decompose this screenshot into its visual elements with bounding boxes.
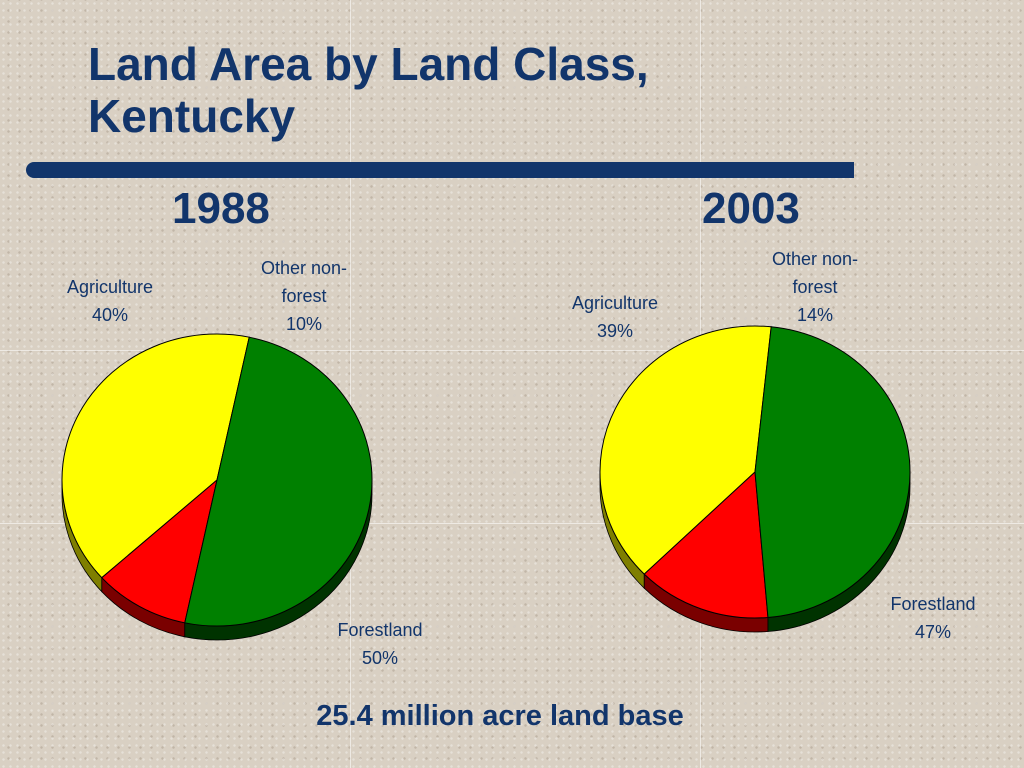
pie-1988-label-other-non-forest: Other non- forest 10% bbox=[260, 258, 348, 334]
pie-1988-label-forestland: Forestland 50% bbox=[337, 620, 423, 668]
slide-title-line-1: Land Area by Land Class, bbox=[88, 38, 649, 90]
pie-2003-label-agriculture: Agriculture 39% bbox=[571, 293, 659, 341]
background-gridline bbox=[0, 350, 1024, 351]
background-gridline bbox=[350, 0, 351, 768]
land-base-footnote: 25.4 million acre land base bbox=[316, 700, 684, 732]
pie-title-2003: 2003 bbox=[702, 184, 800, 233]
pie-1988-label-agriculture: Agriculture 40% bbox=[66, 277, 154, 325]
pie-title-1988: 1988 bbox=[172, 184, 270, 233]
pie-1988-slice-other-non-forest bbox=[101, 478, 218, 624]
pie-2003-slice-forestland bbox=[754, 326, 911, 619]
slide-title-line-2: Kentucky bbox=[88, 90, 296, 142]
title-divider bbox=[26, 162, 854, 178]
pie-1988-slice-agriculture bbox=[61, 333, 250, 579]
pie-2003-slice-agriculture bbox=[599, 325, 772, 575]
pie-2003-label-other-non-forest: Other non- forest 14% bbox=[771, 249, 859, 325]
slide-title: Land Area by Land Class, Kentucky bbox=[88, 38, 808, 142]
pie-2003-slice-other-non-forest bbox=[643, 470, 769, 619]
pie-chart-2003 bbox=[599, 325, 911, 633]
pie-2003-label-forestland: Forestland 47% bbox=[890, 594, 976, 642]
pie-chart-1988 bbox=[61, 333, 373, 641]
background-gridline bbox=[0, 523, 1024, 524]
pie-1988-slice-forestland bbox=[184, 336, 373, 627]
